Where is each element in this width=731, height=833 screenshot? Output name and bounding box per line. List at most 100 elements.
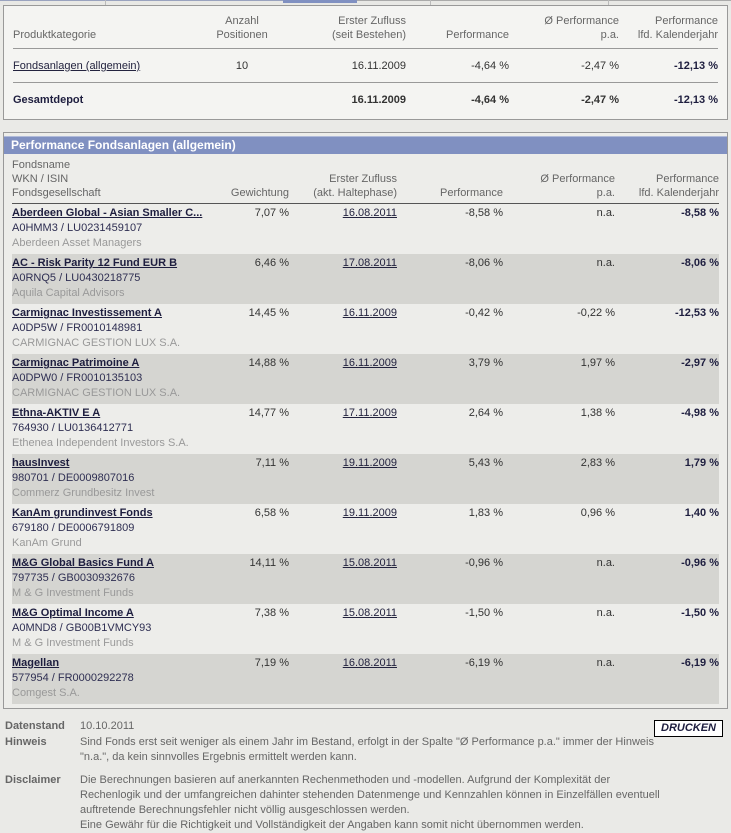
fund-name-link[interactable]: hausInvest	[12, 457, 70, 469]
col-label: Fondsname	[12, 159, 71, 171]
section-title-bar: Performance Fondsanlagen (allgemein)	[4, 136, 727, 154]
fund-performance-ytd: -8,58 %	[681, 207, 719, 219]
col-label: Produktkategorie	[13, 29, 97, 41]
first-inflow-link[interactable]: 16.08.2011	[342, 657, 397, 669]
performance-ytd-value: -12,13 %	[673, 94, 718, 106]
fund-performance-ytd: 1,79 %	[684, 457, 719, 469]
col-erster-zufluss: Erster Zufluss (seit Bestehen)	[279, 6, 406, 49]
fund-performance: 5,43 %	[468, 457, 503, 469]
fund-name-link[interactable]: Aberdeen Global - Asian Smaller C...	[12, 207, 203, 219]
fund-performance-pa: 1,38 %	[580, 407, 615, 419]
tab-separator	[430, 0, 431, 5]
fund-name-link[interactable]: AC - Risk Parity 12 Fund EUR B	[12, 257, 178, 269]
fund-name-link[interactable]: Carmignac Patrimoine A	[12, 357, 140, 369]
performance-ytd-value: -12,13 %	[619, 48, 718, 83]
col-gewichtung: Gewichtung	[225, 154, 289, 204]
first-inflow-link[interactable]: 16.11.2009	[342, 307, 397, 319]
col-anzahl-positionen: Anzahl Positionen	[205, 6, 279, 49]
positions-count: 10	[205, 48, 279, 83]
col-performance-ytd: Performance lfd. Kalenderjahr	[615, 154, 719, 204]
hinweis-label: Hinweis	[5, 736, 47, 748]
first-inflow-link[interactable]: 17.08.2011	[342, 257, 397, 269]
category-link[interactable]: Fondsanlagen (allgemein)	[13, 60, 141, 72]
first-inflow-link[interactable]: 15.08.2011	[342, 557, 397, 569]
fund-performance-ytd: -1,50 %	[681, 607, 719, 619]
tab-separator	[105, 0, 106, 5]
fund-performance: -1,50 %	[465, 607, 503, 619]
col-label: Erster Zufluss	[329, 173, 397, 185]
disclaimer-text: Eine Gewähr für die Richtigkeit und Voll…	[80, 819, 584, 831]
fund-weight: 7,11 %	[255, 457, 289, 469]
fund-company: Ethenea Independent Investors S.A.	[12, 437, 189, 449]
fund-name-link[interactable]: M&G Global Basics Fund A	[12, 557, 154, 569]
active-tab-edge	[283, 0, 357, 3]
fund-weight: 14,88 %	[248, 357, 289, 369]
fund-weight: 6,46 %	[254, 257, 289, 269]
section-title: Performance Fondsanlagen (allgemein)	[11, 138, 236, 152]
first-inflow-link[interactable]: 19.11.2009	[342, 457, 397, 469]
fund-name-link[interactable]: KanAm grundinvest Fonds	[12, 507, 153, 519]
performance-pa-value: -2,47 %	[581, 94, 619, 106]
fund-name-link[interactable]: Magellan	[12, 657, 60, 669]
col-performance-pa: Ø Performance p.a.	[509, 6, 619, 49]
fund-performance-ytd: -12,53 %	[674, 307, 719, 319]
first-inflow-link[interactable]: 17.11.2009	[342, 407, 397, 419]
fund-performance-pa: n.a.	[596, 207, 615, 219]
fund-wkn-isin: 577954 / FR0000292278	[12, 672, 134, 684]
fund-company: Commerz Grundbesitz Invest	[12, 487, 155, 499]
positions-count	[205, 83, 279, 120]
category-total-label: Gesamtdepot	[13, 94, 84, 106]
fund-performance: -6,19 %	[465, 657, 503, 669]
table-row: AC - Risk Parity 12 Fund EUR B A0RNQ5 / …	[12, 254, 719, 304]
fund-wkn-isin: A0DP5W / FR0010148981	[12, 322, 143, 334]
col-performance: Performance	[397, 154, 503, 204]
col-produktkategorie: Produktkategorie	[13, 6, 205, 49]
fund-performance-pa: n.a.	[596, 607, 615, 619]
first-inflow-link[interactable]: 16.08.2011	[342, 207, 397, 219]
col-label: lfd. Kalenderjahr	[638, 187, 719, 199]
performance-value: -4,64 %	[471, 94, 509, 106]
fund-company: CARMIGNAC GESTION LUX S.A.	[12, 337, 181, 349]
print-button[interactable]: DRUCKEN	[654, 720, 723, 737]
col-label: (akt. Haltephase)	[313, 187, 397, 199]
table-row: M&G Optimal Income A A0MND8 / GB00B1VMCY…	[12, 604, 719, 654]
fund-performance: -0,96 %	[465, 557, 503, 569]
col-performance: Performance	[406, 6, 509, 49]
disclaimer-label: Disclaimer	[5, 774, 61, 786]
summary-table: Produktkategorie Anzahl Positionen Erste…	[13, 6, 718, 119]
hinweis-text: Sind Fonds erst seit weniger als einem J…	[80, 736, 654, 763]
first-inflow-link[interactable]: 19.11.2009	[342, 507, 397, 519]
fund-name-link[interactable]: M&G Optimal Income A	[12, 607, 134, 619]
fund-wkn-isin: 764930 / LU0136412771	[12, 422, 134, 434]
fund-performance-ytd: -8,06 %	[681, 257, 719, 269]
fund-company: M & G Investment Funds	[12, 587, 134, 599]
fund-performance-ytd: -2,97 %	[681, 357, 719, 369]
col-label: Ø Performance	[544, 15, 619, 27]
fund-name-link[interactable]: Ethna-AKTIV E A	[12, 407, 101, 419]
col-label: Positionen	[216, 29, 268, 41]
table-row: hausInvest 980701 / DE0009807016 Commerz…	[12, 454, 719, 504]
fund-name-link[interactable]: Carmignac Investissement A	[12, 307, 162, 319]
col-performance-pa: Ø Performance p.a.	[503, 154, 615, 204]
first-inflow: 16.11.2009	[351, 94, 406, 106]
col-label: Performance	[655, 15, 718, 27]
summary-panel: Produktkategorie Anzahl Positionen Erste…	[3, 5, 728, 120]
first-inflow-link[interactable]: 15.08.2011	[342, 607, 397, 619]
fund-performance-pa: -0,22 %	[577, 307, 615, 319]
col-fondsname: Fondsname WKN / ISIN Fondsgesellschaft	[12, 154, 225, 204]
col-label: Ø Performance	[540, 173, 615, 185]
fund-wkn-isin: A0RNQ5 / LU0430218775	[12, 272, 141, 284]
fund-weight: 6,58 %	[254, 507, 289, 519]
summary-header-row: Produktkategorie Anzahl Positionen Erste…	[13, 6, 718, 49]
fund-performance-ytd: -4,98 %	[681, 407, 719, 419]
col-label: Performance	[446, 29, 509, 41]
table-row: Fondsanlagen (allgemein) 10 16.11.2009 -…	[13, 48, 718, 83]
fund-performance-panel: Performance Fondsanlagen (allgemein) Fon…	[3, 132, 728, 709]
tab-strip-line	[0, 0, 283, 1]
performance-pa-value: -2,47 %	[509, 48, 619, 83]
table-row: M&G Global Basics Fund A 797735 / GB0030…	[12, 554, 719, 604]
tab-strip-line	[357, 0, 731, 1]
fund-wkn-isin: A0MND8 / GB00B1VMCY93	[12, 622, 152, 634]
col-label: Anzahl	[225, 15, 259, 27]
first-inflow-link[interactable]: 16.11.2009	[342, 357, 397, 369]
